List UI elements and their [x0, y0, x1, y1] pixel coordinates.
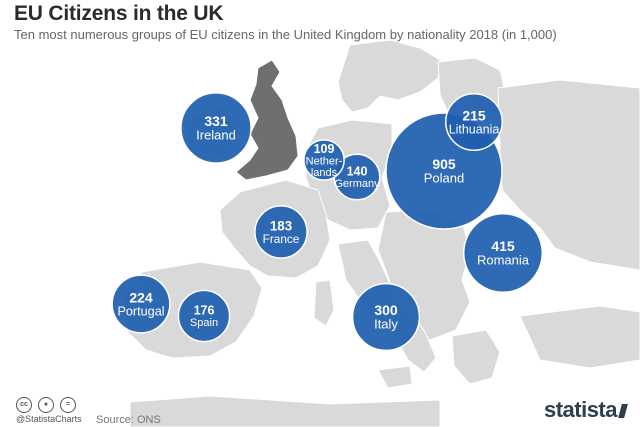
by-icon: ● — [38, 397, 54, 413]
bubble-circle-france — [254, 205, 308, 259]
bubble-circle-spain — [177, 289, 231, 343]
license-icons: cc ● = — [16, 397, 86, 413]
bubble-circle-ireland — [180, 92, 252, 164]
bubble-label-germany: Germany — [334, 178, 380, 190]
bubble-circle-portugal — [111, 274, 171, 334]
bubble-value-italy: 300 — [374, 302, 398, 318]
bubble-value-lithuania: 215 — [462, 107, 486, 123]
uk-shape — [235, 59, 299, 181]
bubble-value-netherlands: 109 — [314, 142, 335, 156]
bubble-label-poland: Poland — [424, 171, 464, 186]
bubble-label-romania: Romania — [477, 253, 530, 268]
bubble-circle-netherlands — [303, 139, 345, 181]
land-north-africa — [129, 395, 441, 427]
bubble-label-ireland: Ireland — [196, 128, 236, 143]
bubble-value-poland: 905 — [432, 156, 456, 172]
cc-icon: cc — [16, 397, 32, 413]
land-greece — [451, 329, 501, 385]
bubble-label-france: France — [263, 232, 300, 246]
source-note: Source: ONS — [96, 414, 161, 426]
bubble-value-france: 183 — [270, 218, 292, 233]
land-scandinavia — [337, 39, 441, 113]
bubble-label-netherlands-1: Nether- — [306, 155, 343, 167]
land-turkey — [519, 305, 640, 369]
bubble-value-spain: 176 — [194, 304, 215, 318]
land-sardinia — [313, 279, 335, 327]
chart-title: EU Citizens in the UK — [14, 2, 224, 25]
bubble-label-spain: Spain — [190, 317, 218, 329]
bubble-label-lithuania: Lithuania — [449, 122, 500, 136]
statista-logo: statista — [543, 397, 628, 423]
bubble-value-romania: 415 — [491, 238, 515, 254]
brand-name: statista — [543, 397, 618, 422]
bubble-label-netherlands-2: lands — [311, 167, 338, 179]
bubble-value-ireland: 331 — [204, 113, 228, 129]
bubble-value-germany: 140 — [347, 165, 368, 179]
land-sicily — [377, 365, 413, 389]
social-handle: @StatistaCharts — [16, 414, 82, 424]
chart-subtitle: Ten most numerous groups of EU citizens … — [14, 27, 557, 42]
bubble-label-italy: Italy — [374, 317, 398, 332]
bubble-label-portugal: Portugal — [117, 305, 164, 319]
bubble-circle-romania — [462, 212, 544, 294]
bubble-circle-lithuania — [444, 92, 504, 152]
nd-icon: = — [60, 397, 76, 413]
bubble-circle-italy — [351, 282, 421, 352]
bubble-value-portugal: 224 — [129, 289, 153, 305]
